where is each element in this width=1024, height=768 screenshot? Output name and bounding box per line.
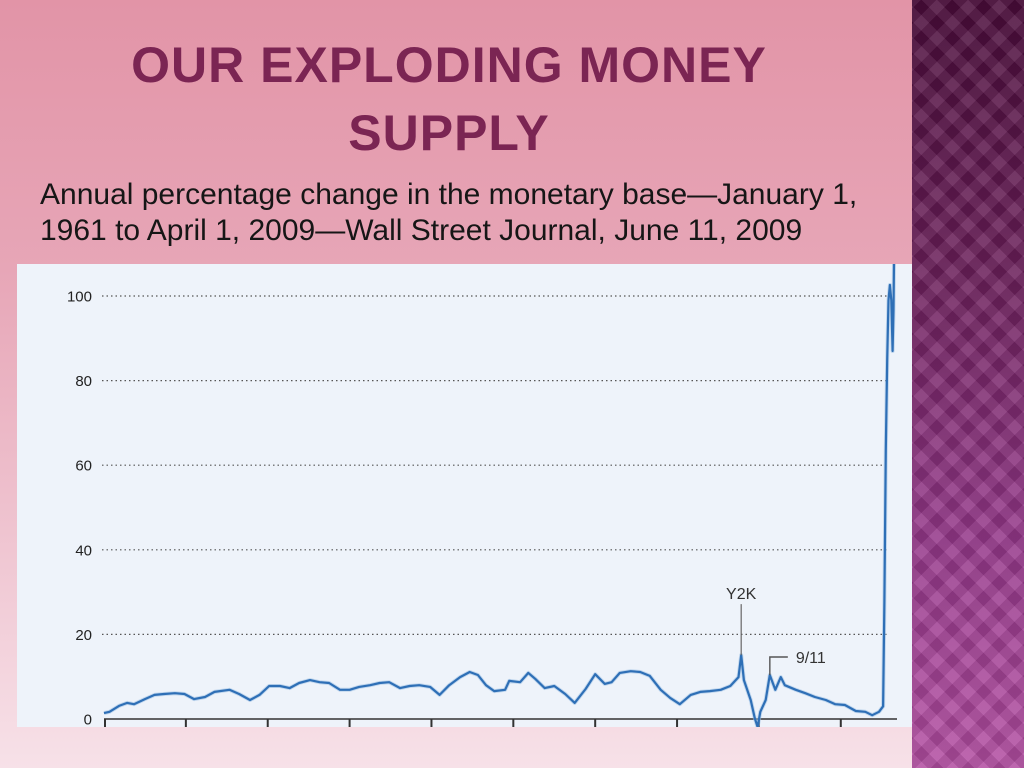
series-line <box>103 264 896 727</box>
y-tick-label: 20 <box>75 627 92 644</box>
chart-panel: 0 20 40 60 80 100 Y2K 9/11 <box>17 264 912 727</box>
y-tick-label: 60 <box>75 458 92 475</box>
annotation-label: 9/11 <box>796 650 826 667</box>
y-tick-label: 40 <box>75 542 92 559</box>
y-tick-label: 100 <box>67 289 92 306</box>
slide-subtitle: Annual percentage change in the monetary… <box>40 178 858 247</box>
decorative-side-strip <box>912 0 1024 768</box>
annotation-label: Y2K <box>726 586 757 603</box>
slide-title: OUR EXPLODING MONEY SUPPLY <box>131 37 767 161</box>
annotation-leader <box>769 656 788 676</box>
y-tick-label: 0 <box>84 712 92 728</box>
line-chart: 0 20 40 60 80 100 Y2K 9/11 <box>67 264 897 728</box>
y-tick-label: 80 <box>75 373 92 390</box>
